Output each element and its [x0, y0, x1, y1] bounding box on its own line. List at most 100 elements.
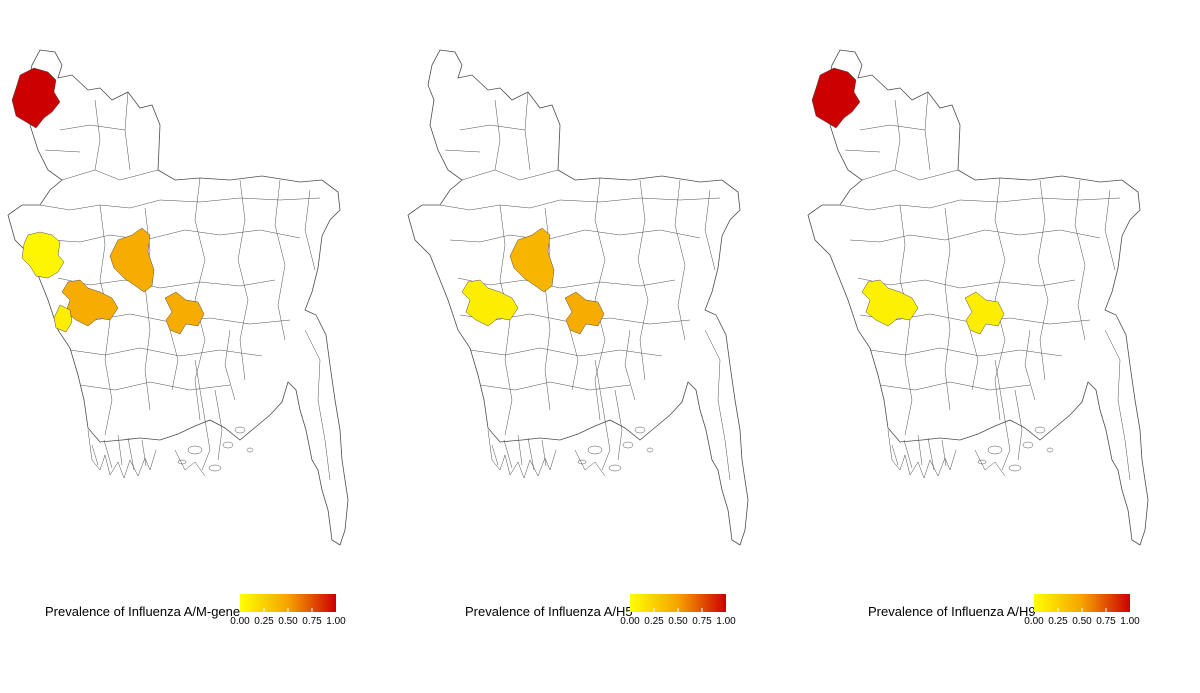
legend-tick-label: 0.25 [1048, 616, 1068, 627]
district-border [457, 277, 676, 289]
legend-title: Prevalence of Influenza A/H5 [465, 604, 633, 619]
island [222, 441, 234, 449]
district-northwest-district [811, 67, 861, 129]
island [208, 464, 222, 472]
island [634, 426, 646, 434]
district-central-district [509, 227, 555, 293]
district-border [61, 169, 159, 181]
island [1046, 447, 1054, 453]
district-border [304, 189, 316, 271]
delta-channel [887, 429, 957, 479]
district-west-central-district [61, 279, 119, 327]
delta-channel [574, 449, 606, 477]
legend-tick-label: 1.00 [716, 616, 736, 627]
legend-ticks: 0.00 0.25 0.50 0.75 1.00 [230, 616, 345, 630]
district-border [461, 169, 559, 181]
district-border [44, 149, 81, 153]
district-border [224, 329, 236, 401]
legend-tick-label: 0.50 [1072, 616, 1092, 627]
island [177, 459, 187, 465]
legend-tick-label: 0.75 [692, 616, 712, 627]
color-scale-bar [1034, 594, 1130, 612]
legend-tick-label: 0.25 [254, 616, 274, 627]
delta-channel [594, 359, 611, 471]
district-border [479, 381, 631, 391]
district-border [674, 179, 686, 341]
island [246, 447, 254, 453]
district-border [39, 197, 321, 211]
district-border [849, 229, 1101, 243]
district-border [444, 149, 481, 153]
district-border [637, 179, 649, 381]
delta-channel [174, 449, 206, 477]
district-south-central-district [164, 291, 205, 335]
island [577, 459, 587, 465]
district-south-central-district [964, 291, 1005, 335]
district-border [494, 99, 501, 171]
delta-channel [891, 434, 947, 471]
district-south-central-district [564, 291, 605, 335]
island [977, 459, 987, 465]
choropleth-map [7, 49, 349, 546]
district-border [59, 124, 126, 131]
district-border [274, 179, 286, 341]
legend-tick-label: 0.00 [1024, 616, 1044, 627]
district-border [894, 99, 901, 171]
island [187, 445, 203, 455]
legend: Prevalence of Influenza A/H5 0.00 0.25 0.5… [400, 592, 800, 642]
district-border [944, 207, 951, 411]
legend-tick-label: 0.50 [278, 616, 298, 627]
district-border [57, 277, 276, 289]
district-border [1024, 329, 1036, 401]
legend-tick-label: 0.00 [620, 616, 640, 627]
district-border [859, 124, 926, 131]
delta-channel [214, 389, 223, 461]
district-border [569, 329, 579, 391]
district-border [1104, 189, 1116, 271]
district-border [594, 177, 606, 421]
district-border [439, 197, 721, 211]
district-border [839, 197, 1121, 211]
legend-tick-label: 0.75 [302, 616, 322, 627]
legend-tick-label: 0.25 [644, 616, 664, 627]
district-border [624, 329, 636, 401]
map-panel-m-gene: Prevalence of Influenza A/M-gene 0.00 0.2… [0, 0, 400, 693]
district-border [449, 229, 701, 243]
delta-channel [491, 434, 547, 471]
legend-tick-label: 0.75 [1096, 616, 1116, 627]
district-border [304, 329, 331, 481]
color-scale [240, 594, 336, 612]
island [608, 464, 622, 472]
color-scale-bar [240, 594, 336, 612]
legend: Prevalence of Influenza A/H9 0.00 0.25 0.5… [800, 592, 1200, 642]
legend-title: Prevalence of Influenza A/H9 [868, 604, 1036, 619]
district-west-district [21, 231, 65, 279]
district-border [237, 179, 249, 381]
district-border [704, 329, 731, 481]
district-border [861, 169, 959, 181]
legend-ticks: 0.00 0.25 0.50 0.75 1.00 [620, 616, 735, 630]
district-border [879, 381, 1031, 391]
island [234, 426, 246, 434]
island [587, 445, 603, 455]
legend-ticks: 0.00 0.25 0.50 0.75 1.00 [1024, 616, 1139, 630]
delta-channel [1014, 389, 1023, 461]
legend-tick-label: 1.00 [326, 616, 346, 627]
legend-tick-label: 1.00 [1120, 616, 1140, 627]
legend-tick-label: 0.00 [230, 616, 250, 627]
map-panel-h5: Prevalence of Influenza A/H5 0.00 0.25 0.5… [400, 0, 800, 693]
delta-channel [91, 434, 147, 471]
district-border [969, 329, 979, 391]
delta-channel [87, 429, 157, 479]
district-west-central-district [461, 279, 519, 327]
legend-title: Prevalence of Influenza A/M-gene [45, 604, 241, 619]
island [622, 441, 634, 449]
color-scale [1034, 594, 1130, 612]
district-border [94, 99, 101, 171]
district-border [1104, 329, 1131, 481]
island [1034, 426, 1046, 434]
delta-channel [974, 449, 1006, 477]
island [646, 447, 654, 453]
delta-channel [194, 359, 211, 471]
district-border [844, 149, 881, 153]
